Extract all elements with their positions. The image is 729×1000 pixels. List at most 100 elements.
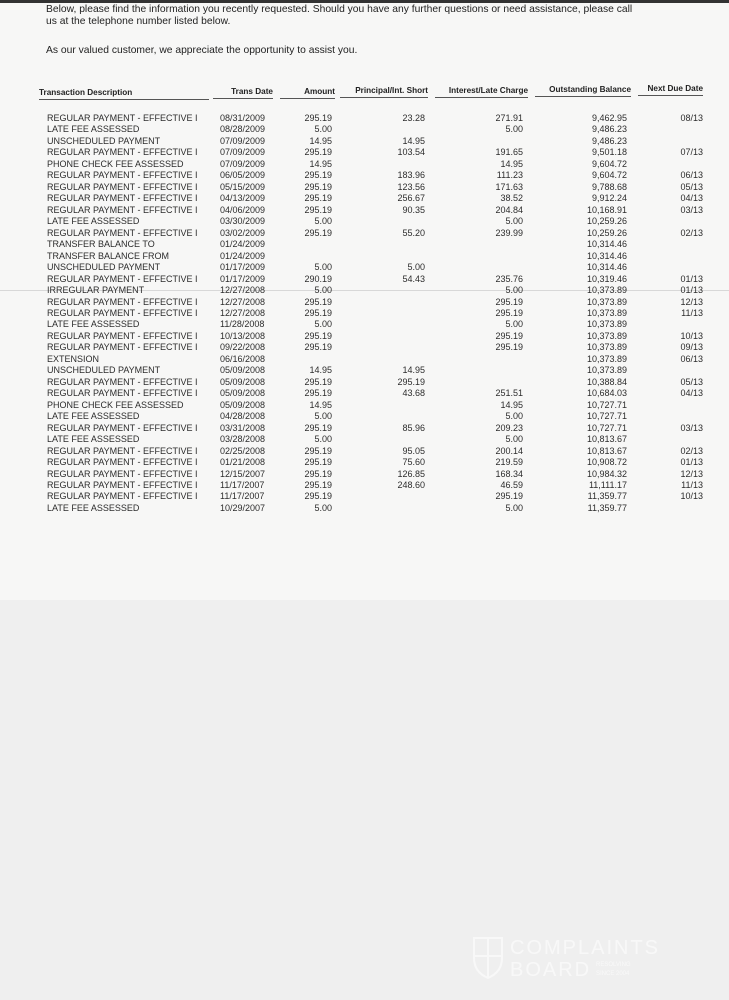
cell-interest: 5.00 (505, 285, 523, 296)
header-amount: Amount (280, 87, 335, 99)
table-row: REGULAR PAYMENT - EFFECTIVE I 09/22/2008 2… (0, 342, 729, 353)
cell-description: REGULAR PAYMENT - EFFECTIVE I (47, 480, 198, 490)
cell-description: REGULAR PAYMENT - EFFECTIVE I (47, 181, 198, 192)
cell-amount: 295.19 (304, 193, 332, 204)
cell-balance: 10,314.46 (586, 239, 627, 250)
cell-trans-date: 05/09/2008 (220, 376, 266, 387)
cell-amount: 14.95 (309, 158, 332, 169)
cell-balance: 9,604.72 (591, 170, 627, 181)
cell-next-due: 04/13 (680, 193, 703, 204)
cell-amount: 14.95 (309, 365, 332, 376)
cell-interest: 168.34 (495, 468, 523, 479)
header-balance: Outstanding Balance (535, 85, 631, 97)
cell-interest: 251.51 (495, 388, 523, 399)
cell-balance: 9,788.68 (591, 181, 627, 192)
cell-trans-date: 04/06/2009 (220, 204, 266, 215)
cell-interest: 111.23 (496, 170, 523, 181)
cell-principal: 248.60 (397, 480, 425, 490)
cell-description: REGULAR PAYMENT - EFFECTIVE I (47, 307, 198, 318)
cell-balance: 10,373.89 (586, 330, 627, 341)
table-row: REGULAR PAYMENT - EFFECTIVE I 03/31/2008 2… (0, 423, 729, 434)
cell-amount: 295.19 (304, 296, 332, 307)
cell-next-due: 07/13 (680, 147, 703, 158)
cell-amount: 5.00 (314, 502, 332, 513)
cell-interest: 204.84 (495, 204, 523, 215)
cell-principal: 295.19 (397, 376, 425, 387)
cell-trans-date: 03/28/2008 (220, 434, 266, 445)
cell-balance: 9,486.23 (591, 124, 627, 135)
cell-description: REGULAR PAYMENT - EFFECTIVE I (47, 193, 198, 204)
cell-amount: 295.19 (304, 445, 332, 456)
table-row: REGULAR PAYMENT - EFFECTIVE I 12/27/2008 2… (0, 297, 729, 308)
cell-balance: 10,727.71 (586, 399, 627, 410)
table-row: REGULAR PAYMENT - EFFECTIVE I 04/06/2009 2… (0, 205, 729, 216)
cell-next-due: 08/13 (680, 113, 703, 123)
cell-description: LATE FEE ASSESSED (47, 216, 140, 227)
cell-amount: 14.95 (309, 135, 332, 146)
table-row: REGULAR PAYMENT - EFFECTIVE I 08/31/2009 2… (0, 113, 729, 124)
cell-interest: 38.52 (500, 193, 523, 204)
table-row: REGULAR PAYMENT - EFFECTIVE I 06/05/2009 2… (0, 170, 729, 181)
table-row: REGULAR PAYMENT - EFFECTIVE I 01/17/2009 2… (0, 274, 729, 285)
cell-next-due: 02/13 (680, 227, 703, 238)
cell-trans-date: 08/31/2009 (220, 113, 266, 123)
cell-trans-date: 07/09/2009 (220, 158, 266, 169)
cell-trans-date: 05/09/2008 (220, 399, 266, 410)
table-row: LATE FEE ASSESSED 10/29/2007 5.00 5.00 11,35… (0, 503, 729, 514)
intro-line-1: Below, please find the information you r… (46, 4, 633, 15)
table-row: IRREGULAR PAYMENT 12/27/2008 5.00 5.00 10,37… (0, 285, 729, 296)
cell-interest: 295.19 (495, 491, 523, 502)
table-row: EXTENSION 06/16/2008 10,373.89 06/13 (0, 354, 729, 365)
table-row: LATE FEE ASSESSED 03/30/2009 5.00 5.00 10,25… (0, 216, 729, 227)
cell-principal: 55.20 (402, 227, 425, 238)
cell-description: REGULAR PAYMENT - EFFECTIVE I (47, 468, 198, 479)
cell-trans-date: 09/22/2008 (220, 342, 266, 353)
cell-amount: 295.19 (304, 147, 332, 158)
cell-interest: 171.63 (495, 181, 523, 192)
cell-interest: 46.59 (500, 480, 523, 490)
cell-principal: 103.54 (397, 147, 425, 158)
cell-trans-date: 03/31/2008 (220, 422, 266, 433)
paper-fold (0, 290, 729, 291)
cell-description: REGULAR PAYMENT - EFFECTIVE I (47, 170, 198, 181)
cell-description: EXTENSION (47, 353, 100, 364)
cell-principal: 256.67 (397, 193, 425, 204)
cell-principal: 43.68 (402, 388, 425, 399)
cell-next-due: 01/13 (680, 285, 703, 296)
transaction-table: REGULAR PAYMENT - EFFECTIVE I 08/31/2009 2… (0, 113, 729, 514)
cell-balance: 11,111.17 (588, 480, 627, 490)
cell-amount: 295.19 (304, 491, 332, 502)
cell-trans-date: 01/24/2009 (220, 250, 266, 261)
table-row: REGULAR PAYMENT - EFFECTIVE I 01/21/2008 2… (0, 457, 729, 468)
table-row: TRANSFER BALANCE FROM 01/24/2009 10,314.46 (0, 251, 729, 262)
cell-description: REGULAR PAYMENT - EFFECTIVE I (47, 491, 198, 502)
table-row: UNSCHEDULED PAYMENT 07/09/2009 14.95 14.95 9… (0, 136, 729, 147)
cell-amount: 295.19 (304, 204, 332, 215)
svg-text:COMPLAINTS: COMPLAINTS (510, 937, 660, 959)
table-row: REGULAR PAYMENT - EFFECTIVE I 07/09/2009 2… (0, 147, 729, 158)
cell-next-due: 12/13 (680, 468, 703, 479)
cell-trans-date: 05/15/2009 (220, 181, 266, 192)
cell-next-due: 02/13 (680, 445, 703, 456)
cell-next-due: 03/13 (680, 204, 703, 215)
cell-amount: 290.19 (304, 273, 332, 284)
cell-balance: 10,168.91 (586, 204, 627, 215)
cell-description: REGULAR PAYMENT - EFFECTIVE I (47, 457, 198, 468)
table-row: LATE FEE ASSESSED 11/28/2008 5.00 5.00 10,37… (0, 319, 729, 330)
cell-balance: 10,908.72 (586, 457, 627, 468)
cell-principal: 54.43 (402, 273, 425, 284)
cell-balance: 10,259.26 (586, 216, 627, 227)
cell-balance: 10,314.46 (586, 250, 627, 261)
cell-trans-date: 12/15/2007 (220, 468, 266, 479)
cell-amount: 295.19 (304, 342, 332, 353)
cell-trans-date: 11/28/2008 (220, 319, 265, 330)
cell-balance: 10,314.46 (586, 262, 627, 273)
cell-balance: 10,373.89 (586, 307, 627, 318)
cell-principal: 90.35 (402, 204, 425, 215)
svg-text:BOARD: BOARD (510, 959, 591, 981)
cell-interest: 295.19 (495, 296, 523, 307)
cell-next-due: 04/13 (680, 388, 703, 399)
cell-interest: 235.76 (495, 273, 523, 284)
cell-principal: 123.56 (397, 181, 425, 192)
table-row: UNSCHEDULED PAYMENT 01/17/2009 5.00 5.00 10,… (0, 262, 729, 273)
